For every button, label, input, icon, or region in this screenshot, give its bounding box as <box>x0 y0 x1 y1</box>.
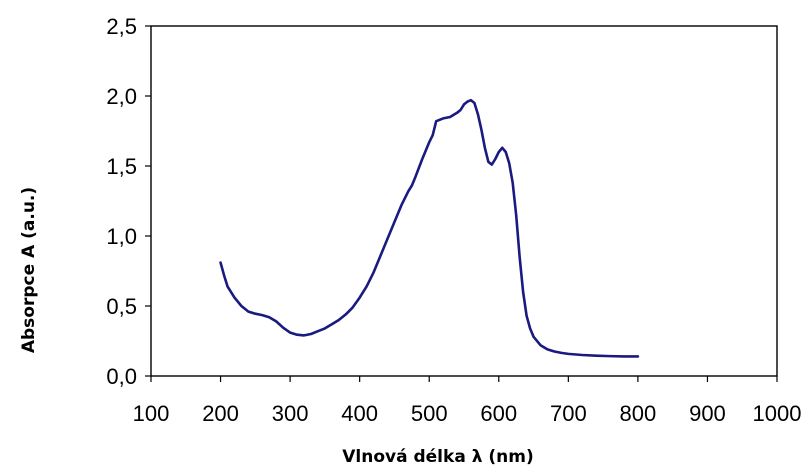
y-tick-label: 1,5 <box>106 154 137 179</box>
x-tick-label: 600 <box>480 401 517 426</box>
y-tick-label: 2,5 <box>106 14 137 39</box>
series-line-0 <box>219 98 640 358</box>
y-tick-label: 0,0 <box>106 364 137 389</box>
x-tick-label: 500 <box>411 401 448 426</box>
y-axis-title: Absorpce A (a.u.) <box>19 187 39 353</box>
x-tick-label: 1000 <box>753 401 802 426</box>
y-tick-label: 0,5 <box>106 294 137 319</box>
y-tick-label: 2,0 <box>106 84 137 109</box>
x-axis: 100 200 300 400 500 600 700 800 900 1000 <box>133 376 802 426</box>
plot-frame <box>150 25 778 377</box>
x-tick-label: 700 <box>550 401 587 426</box>
x-tick-label: 300 <box>272 401 309 426</box>
x-tick-label: 800 <box>620 401 657 426</box>
series-layer <box>219 98 640 358</box>
y-tick-label: 1,0 <box>106 224 137 249</box>
x-tick-label: 100 <box>133 401 170 426</box>
x-axis-title: Vlnová délka λ (nm) <box>342 447 534 467</box>
x-tick-label: 400 <box>341 401 378 426</box>
x-tick-label: 200 <box>202 401 239 426</box>
x-tick-label: 900 <box>689 401 726 426</box>
y-axis: 0,0 0,5 1,0 1,5 2,0 2,5 <box>106 14 151 389</box>
